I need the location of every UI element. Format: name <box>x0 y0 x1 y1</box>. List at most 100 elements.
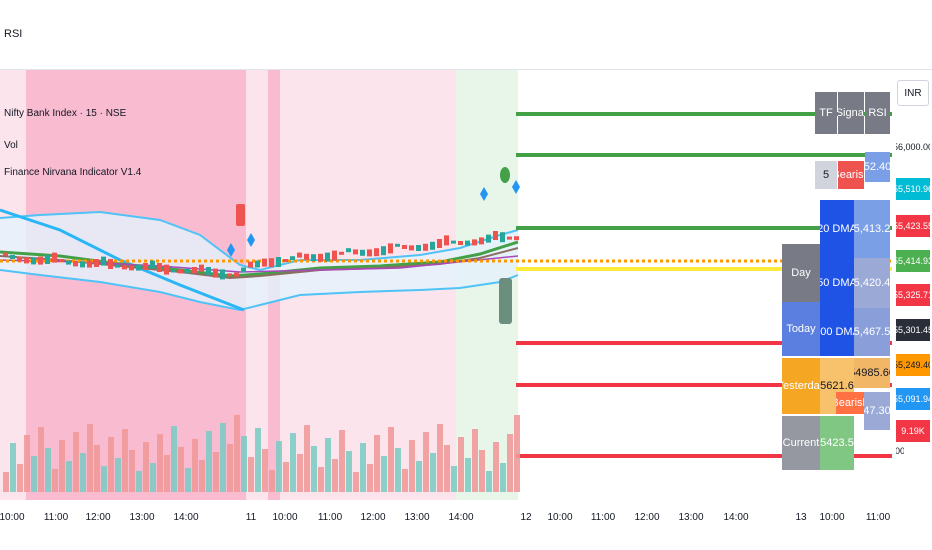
volume-bar <box>283 462 289 492</box>
candle <box>185 268 190 274</box>
candle <box>479 237 484 245</box>
diamond-marker-2 <box>227 243 235 257</box>
volume-bar <box>248 457 254 492</box>
diamond-marker-3 <box>480 187 488 201</box>
candle <box>332 250 337 261</box>
candle <box>115 264 120 268</box>
level-value-current: 55423.55 <box>820 416 854 470</box>
candles <box>3 231 519 280</box>
time-tick: 11:00 <box>865 512 891 523</box>
candle <box>297 252 302 258</box>
volume-bar <box>234 415 240 492</box>
volume-bar <box>10 443 16 492</box>
candle <box>367 249 372 257</box>
currency-button[interactable]: INR <box>897 80 929 106</box>
candle <box>325 252 330 262</box>
volume-bar <box>290 433 296 492</box>
candle <box>59 259 64 262</box>
time-axis[interactable]: 10:00 11:00 12:00 13:00 14:00 11 10:00 11:00 12:… <box>0 500 932 550</box>
dma-100-label: 100 DMA <box>820 308 854 356</box>
table-tf-value: 5 <box>815 161 837 189</box>
volume-bar <box>395 448 401 492</box>
time-tick: 10:00 <box>819 512 845 523</box>
candle <box>304 253 309 260</box>
chart-pane[interactable]: Nifty Bank Index · 15 · NSE Vol Finance … <box>0 70 932 500</box>
time-tick: 10:00 <box>547 512 573 523</box>
volume-bar <box>171 426 177 492</box>
price-label: 55,423.55 <box>896 215 930 237</box>
candle <box>171 269 176 273</box>
buy-signal-marker[interactable] <box>500 167 510 183</box>
partial-price-label: 00 <box>896 446 904 456</box>
candle <box>430 241 435 250</box>
volume-bar <box>339 430 345 492</box>
level-label-current: Current <box>782 416 820 470</box>
volume-bar <box>367 464 373 492</box>
volume-bar <box>276 441 282 492</box>
level-extra-value: 54985.60 <box>854 358 890 388</box>
candle <box>465 240 470 246</box>
candle <box>45 255 50 264</box>
volume-bar <box>430 453 436 492</box>
candle <box>234 272 239 277</box>
chart-svg[interactable] <box>0 70 932 500</box>
table-header-signal: Signal <box>838 92 864 134</box>
candle <box>164 264 169 275</box>
time-tick: 12:00 <box>634 512 660 523</box>
bollinger-fill <box>0 212 518 310</box>
price-label: 55,325.71 <box>896 284 930 306</box>
volume-bar <box>87 424 93 492</box>
candle <box>318 253 323 262</box>
diamond-marker-1 <box>247 233 255 247</box>
volume-bar <box>185 468 191 492</box>
candle <box>451 240 456 244</box>
price-label: 55,414.93 <box>896 250 930 272</box>
candle <box>507 236 512 240</box>
volume-bar <box>80 453 86 492</box>
volume-bar <box>423 432 429 492</box>
volume-bar <box>52 469 58 492</box>
volume-bar <box>346 451 352 492</box>
volume-bar <box>73 432 79 492</box>
volume-bar <box>199 460 205 492</box>
time-tick: 11 <box>245 512 257 523</box>
time-tick: 10:00 <box>272 512 298 523</box>
indicator-legend[interactable]: Finance Nirvana Indicator V1.4 <box>4 167 142 178</box>
time-tick: 11:00 <box>590 512 616 523</box>
volume-bar <box>318 467 324 492</box>
volume-bar <box>157 434 163 492</box>
level-label-yesterday: Yesterday <box>782 358 820 414</box>
time-tick: 11:00 <box>317 512 343 523</box>
volume-bar <box>213 452 219 492</box>
volume-bar <box>514 415 520 492</box>
symbol-legend[interactable]: Nifty Bank Index · 15 · NSE <box>4 108 127 119</box>
candle <box>143 263 148 270</box>
level-extra-rsi: 47.30 <box>864 392 890 430</box>
volume-bar <box>129 450 135 492</box>
candle <box>276 257 281 267</box>
volume-bar <box>101 466 107 492</box>
volume-bars <box>3 415 520 492</box>
volume-bar <box>381 456 387 492</box>
buy-arrow-marker[interactable] <box>499 278 512 324</box>
candle <box>157 263 162 272</box>
candle <box>66 260 71 265</box>
volume-legend[interactable]: Vol <box>4 140 18 151</box>
volume-bar <box>409 440 415 492</box>
price-label: 55,249.40 <box>896 354 930 376</box>
volume-bar <box>444 445 450 492</box>
volume-bar <box>332 459 338 492</box>
time-tick: 14:00 <box>723 512 749 523</box>
indicator-title[interactable]: RSI <box>4 28 23 40</box>
volume-bar <box>94 445 100 492</box>
sell-signal-marker[interactable] <box>236 204 245 226</box>
diamond-marker-4 <box>512 180 520 194</box>
volume-bar <box>437 424 443 492</box>
indicator-header: RSI <box>0 0 932 70</box>
candle <box>500 232 505 243</box>
candle <box>73 261 78 267</box>
volume-bar <box>360 443 366 492</box>
candle <box>353 249 358 255</box>
volume-bar <box>192 439 198 492</box>
level-extra-signal: Bearish <box>836 392 864 414</box>
